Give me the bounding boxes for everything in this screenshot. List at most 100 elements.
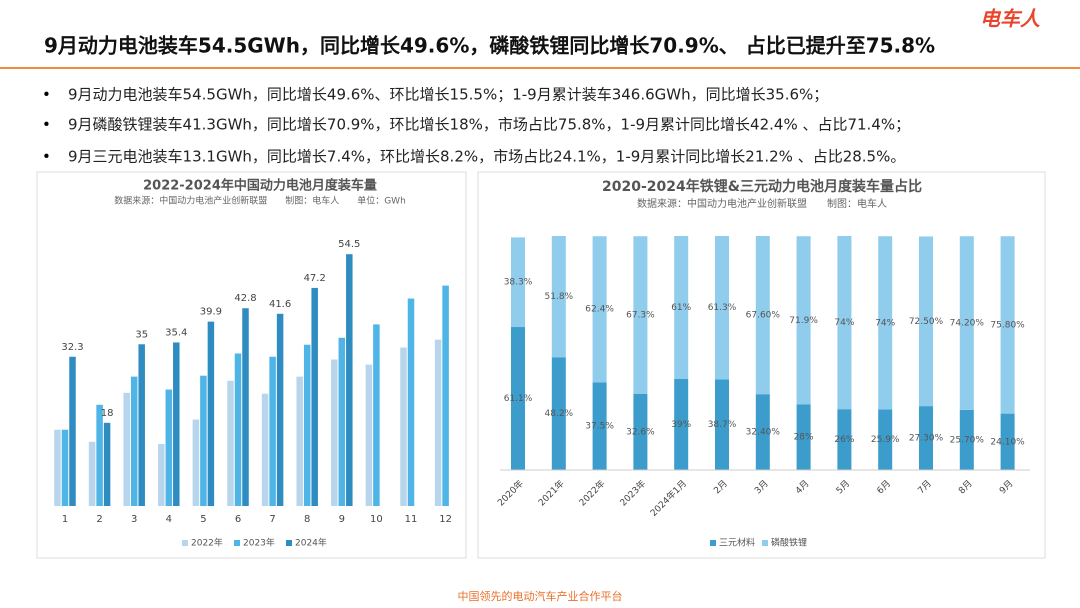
bar (173, 342, 180, 506)
bar-segment (837, 409, 852, 470)
bar (400, 347, 407, 506)
bar-segment (715, 379, 729, 470)
data-label: 38.3% (504, 278, 533, 288)
bar (234, 353, 242, 506)
bar-segment (633, 236, 648, 394)
data-label: 61% (671, 303, 691, 313)
data-label: 54.5 (338, 239, 360, 250)
data-label: 24.10% (990, 437, 1025, 447)
data-label: 75.80% (990, 320, 1025, 330)
bar (303, 344, 311, 506)
bar (311, 287, 318, 506)
footer: 中国领先的电动汽车产业合作平台 (458, 589, 623, 603)
bar-segment (796, 404, 811, 470)
data-label: 47.2 (304, 273, 326, 284)
bar (192, 419, 200, 506)
data-label: 25.9% (871, 435, 900, 445)
bar-segment (919, 236, 933, 407)
data-label: 38.7% (708, 420, 737, 430)
legend-swatch (762, 540, 768, 546)
bar (165, 389, 173, 506)
bar-segment (755, 394, 770, 470)
data-label: 72.50% (909, 317, 944, 327)
x-tick-label: 8 (304, 514, 310, 525)
x-tick-label: 3 (131, 514, 137, 525)
bar (346, 254, 353, 506)
bar (373, 324, 380, 506)
x-tick-label: 12 (439, 514, 452, 525)
data-label: 61.3% (708, 303, 737, 313)
legend-label: 三元材料 (719, 537, 755, 549)
x-tick-label: 4 (166, 514, 172, 525)
bar-segment (959, 236, 974, 410)
bar-segment (592, 382, 607, 470)
bar (130, 376, 138, 506)
data-label: 62.4% (585, 305, 614, 315)
x-tick-label: 1 (62, 514, 68, 525)
data-label: 41.6 (269, 299, 291, 310)
data-label: 48.2% (545, 409, 574, 419)
bar-segment (715, 236, 729, 380)
x-tick-label: 9 (339, 514, 345, 525)
data-label: 35.4 (165, 327, 187, 338)
bar (123, 392, 130, 506)
bar-segment (551, 357, 566, 470)
legend-label: 磷酸铁锂 (771, 537, 807, 549)
bullet-dot: • (42, 116, 51, 134)
bar-segment (674, 378, 689, 470)
bar-segment (878, 409, 893, 470)
bar-segment (837, 236, 852, 410)
bar (331, 359, 338, 506)
legend-swatch (286, 540, 292, 546)
chart-title: 2022-2024年中国动力电池月度装车量 (143, 178, 377, 194)
bar (242, 308, 249, 506)
data-label: 74% (834, 318, 854, 328)
data-label: 27.30% (909, 434, 944, 444)
x-tick-label: 10 (370, 514, 383, 525)
data-label: 74% (875, 318, 895, 328)
bullet-list: • • • 9月动力电池装车54.5GWh，同比增长49.6%、环比增长15.5… (42, 86, 910, 166)
bar-segment (796, 236, 811, 405)
bar-segment (919, 406, 933, 470)
chart-subtitle: 数据来源：中国动力电池产业创新联盟 制图：电车人 单位：GWh (114, 195, 406, 207)
legend-swatch (710, 540, 716, 546)
data-label: 67.3% (626, 310, 655, 320)
chart-subtitle: 数据来源：中国动力电池产业创新联盟 制图：电车人 (637, 197, 887, 210)
legend-label: 2023年 (243, 537, 275, 549)
data-label: 32.40% (746, 428, 781, 438)
data-label: 28% (794, 433, 814, 443)
bar-segment (633, 393, 648, 470)
bullet: 9月动力电池装车54.5GWh，同比增长49.6%、环比增长15.5%；1-9月… (68, 86, 828, 104)
panel (477, 171, 1046, 559)
bar (158, 444, 165, 506)
legend-label: 2024年 (295, 537, 327, 549)
bar (442, 285, 449, 506)
data-label: 51.8% (545, 292, 574, 302)
bar (276, 313, 284, 506)
legend-label: 2022年 (191, 537, 223, 549)
bar-segment (511, 327, 525, 470)
x-tick-label: 7 (269, 514, 275, 525)
bar-segment (1000, 236, 1015, 414)
bar-segment (755, 236, 770, 395)
bullet: 9月磷酸铁锂装车41.3GWh，同比增长70.9%，环比增长18%，市场占比75… (68, 116, 910, 134)
panel (36, 171, 467, 559)
bar (138, 344, 145, 506)
data-label: 26% (834, 435, 854, 445)
data-label: 42.8 (234, 293, 256, 304)
data-label: 35 (135, 329, 148, 340)
bullet-dot: • (42, 148, 51, 166)
bar (407, 298, 415, 506)
data-label: 67.60% (746, 311, 781, 321)
bar (207, 321, 215, 506)
bar (69, 356, 76, 506)
data-label: 39.9 (200, 307, 222, 318)
x-tick-label: 2 (96, 514, 102, 525)
bar (200, 375, 207, 506)
bar (54, 429, 61, 506)
bar-segment (1000, 413, 1015, 470)
x-tick-label: 6 (235, 514, 241, 525)
bar (227, 380, 234, 506)
bullet: 9月三元电池装车13.1GWh，同比增长7.4%，环比增长8.2%，市场占比24… (68, 148, 905, 166)
